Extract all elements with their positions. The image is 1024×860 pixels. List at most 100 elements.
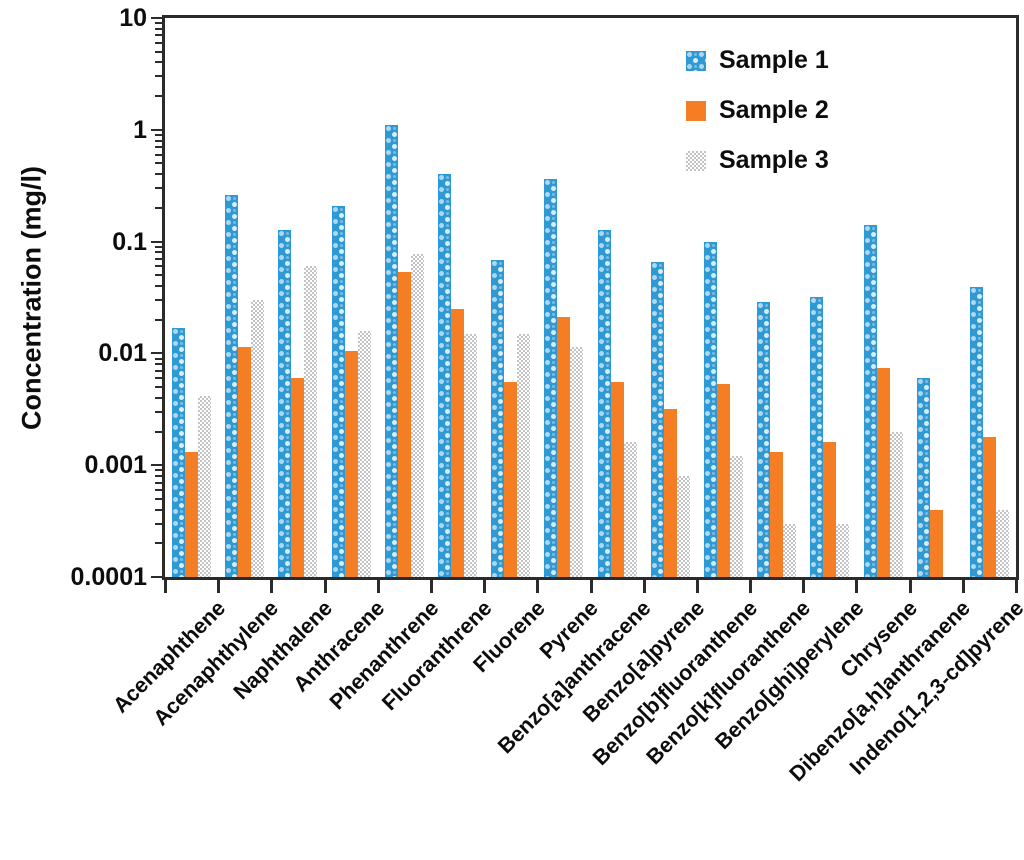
y-minor-tick [155, 22, 162, 25]
y-minor-tick [155, 363, 162, 366]
bar-sample-1-phenanthrene [384, 125, 398, 577]
bar-sample-2-benzo-a-pyrene [663, 408, 677, 577]
y-major-tick [151, 464, 162, 467]
y-minor-tick [155, 357, 162, 360]
y-minor-tick [155, 139, 162, 142]
x-tick [749, 580, 753, 593]
y-minor-tick [155, 542, 162, 545]
bar-sample-2-benzo-ghi-perylene [823, 442, 837, 577]
y-minor-tick [155, 61, 162, 64]
x-tick [270, 580, 274, 593]
y-minor-tick [155, 95, 162, 98]
y-tick-label: 10 [119, 4, 147, 32]
y-minor-tick [155, 369, 162, 372]
y-tick-label: 0.01 [98, 339, 147, 368]
bar-sample-2-dibenzo-a-h-anthranene [929, 509, 943, 577]
y-axis-title: Concentration (mg/l) [16, 166, 47, 430]
x-tick [1015, 580, 1018, 593]
y-minor-tick [155, 410, 162, 413]
bar-sample-3-anthracene [357, 330, 371, 577]
bar-sample-3-phenanthrene [410, 254, 424, 577]
bar-sample-3-acenaphthene [198, 395, 212, 577]
bar-sample-3-indeno-1-2-3-cd-pyrene [995, 509, 1009, 577]
bar-sample-1-benzo-ghi-perylene [810, 296, 824, 577]
bar-sample-2-benzo-a-anthracene [610, 382, 624, 577]
x-tick [217, 580, 221, 593]
x-tick [429, 580, 433, 593]
y-minor-tick [155, 257, 162, 260]
x-tick [164, 580, 167, 593]
y-minor-tick [155, 251, 162, 254]
bar-sample-1-benzo-k-fluoranthene [757, 301, 771, 577]
bar-sample-1-fluoranthrene [438, 174, 452, 577]
y-minor-tick [155, 75, 162, 78]
bar-sample-2-pyrene [557, 317, 571, 577]
y-tick-label: 0.0001 [70, 563, 147, 591]
y-minor-tick [155, 245, 162, 248]
x-tick [855, 580, 859, 593]
y-minor-tick [155, 396, 162, 399]
x-tick [323, 580, 327, 593]
y-minor-tick [155, 187, 162, 190]
bar-sample-3-benzo-ghi-perylene [836, 523, 850, 577]
bar-sample-1-indeno-1-2-3-cd-pyrene [969, 287, 983, 577]
y-minor-tick [155, 377, 162, 380]
bar-sample-1-acenaphthene [172, 327, 186, 577]
x-tick [536, 580, 540, 593]
y-minor-tick [155, 27, 162, 30]
bar-sample-3-fluoranthrene [464, 333, 478, 577]
legend-item-sample-2: Sample 2 [686, 98, 829, 123]
bar-sample-2-naphthalene [291, 378, 305, 577]
legend-item-sample-1: Sample 1 [686, 48, 829, 73]
x-tick [802, 580, 806, 593]
bar-sample-2-fluorene [504, 382, 518, 577]
y-minor-tick [155, 274, 162, 277]
y-major-tick [151, 352, 162, 355]
y-minor-tick [155, 497, 162, 500]
bar-sample-3-acenaphthylene [251, 300, 265, 577]
y-minor-tick [155, 206, 162, 209]
bar-sample-2-acenaphthylene [238, 346, 252, 577]
x-tick [589, 580, 593, 593]
bar-sample-2-anthracene [344, 351, 358, 577]
bar-sample-1-chrysene [863, 225, 877, 577]
y-tick-label: 0.001 [84, 451, 147, 480]
x-tick [483, 580, 487, 593]
legend-label-sample-1: Sample 1 [719, 46, 829, 74]
y-minor-tick [155, 265, 162, 268]
bar-sample-1-pyrene [544, 179, 558, 577]
legend: Sample 1 Sample 2 Sample 3 [686, 48, 829, 173]
legend-swatch-sample-1-icon [686, 50, 706, 71]
bar-sample-1-dibenzo-a-h-anthranene [916, 378, 930, 577]
bar-sample-3-benzo-b-fluoranthene [729, 456, 743, 577]
y-tick-label: 0.1 [112, 227, 147, 256]
bar-sample-1-benzo-a-anthracene [597, 230, 611, 577]
legend-item-sample-3: Sample 3 [686, 148, 829, 173]
plot-area: Sample 1 Sample 2 Sample 3 [162, 15, 1019, 580]
bar-sample-2-fluoranthrene [451, 308, 465, 577]
y-minor-tick [155, 34, 162, 37]
y-minor-tick [155, 146, 162, 149]
legend-label-sample-2: Sample 2 [719, 96, 829, 124]
bar-sample-2-indeno-1-2-3-cd-pyrene [982, 436, 996, 577]
y-minor-tick [155, 162, 162, 165]
y-major-tick [151, 17, 162, 19]
y-minor-tick [155, 133, 162, 136]
y-major-tick [151, 576, 162, 578]
x-tick [961, 580, 965, 593]
y-minor-tick [155, 489, 162, 491]
y-major-tick [151, 240, 162, 243]
y-minor-tick [155, 386, 162, 389]
bar-sample-3-chrysene [889, 431, 903, 577]
x-tick [642, 580, 646, 593]
bar-sample-3-pyrene [570, 346, 584, 577]
x-tick [695, 580, 699, 593]
y-major-tick [151, 128, 162, 131]
x-tick [376, 580, 380, 593]
legend-swatch-sample-3-icon [686, 150, 706, 171]
legend-label-sample-3: Sample 3 [719, 146, 829, 174]
y-minor-tick [155, 430, 162, 433]
x-tick [908, 580, 912, 593]
bar-sample-2-chrysene [876, 368, 890, 577]
bar-sample-2-acenaphthene [185, 452, 199, 577]
